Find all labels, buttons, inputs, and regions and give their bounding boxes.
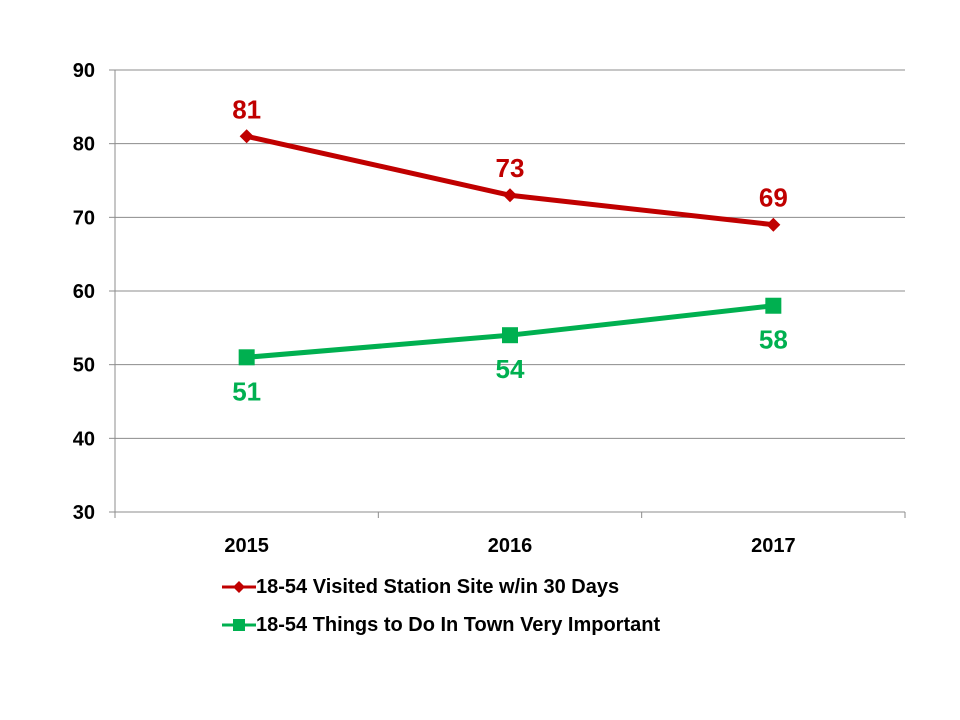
y-tick-label: 30 — [73, 502, 95, 524]
x-tick-label: 2016 — [488, 535, 533, 557]
y-tick-label: 90 — [73, 60, 95, 82]
data-point — [238, 349, 255, 366]
x-tick-label: 2015 — [224, 535, 269, 557]
data-point — [239, 129, 254, 144]
x-axis-tick-labels: 2015 2016 2017 — [224, 535, 795, 557]
data-label: 54 — [496, 354, 525, 384]
data-point — [766, 217, 781, 232]
legend-item-things-to-do: 18-54 Things to Do In Town Very Importan… — [222, 606, 660, 644]
y-tick-label: 80 — [73, 134, 95, 156]
legend-item-visited-station-site: 18-54 Visited Station Site w/in 30 Days — [222, 568, 660, 606]
legend-label: 18-54 Visited Station Site w/in 30 Days — [256, 575, 620, 598]
axes — [109, 69, 906, 518]
legend: 18-54 Visited Station Site w/in 30 Days … — [222, 568, 660, 644]
data-point — [503, 188, 517, 203]
data-label: 69 — [759, 183, 788, 213]
data-labels: 81 73 69 51 54 58 — [232, 94, 788, 406]
data-point — [765, 297, 782, 314]
legend-label: 18-54 Things to Do In Town Very Importan… — [256, 613, 661, 636]
data-label: 58 — [759, 325, 788, 355]
y-tick-label: 50 — [73, 355, 95, 377]
y-axis-tick-labels: 30 40 50 60 70 80 90 — [73, 60, 95, 524]
series — [238, 129, 782, 366]
x-tick-label: 2017 — [751, 535, 796, 557]
y-tick-label: 60 — [73, 281, 95, 303]
y-tick-label: 70 — [73, 207, 95, 229]
legend-marker-square-icon — [222, 619, 256, 631]
data-label: 81 — [232, 94, 261, 124]
data-label: 73 — [496, 153, 525, 183]
y-tick-label: 40 — [73, 428, 95, 450]
data-point — [502, 327, 518, 344]
data-label: 51 — [232, 376, 261, 406]
legend-marker-diamond-icon — [222, 581, 256, 593]
